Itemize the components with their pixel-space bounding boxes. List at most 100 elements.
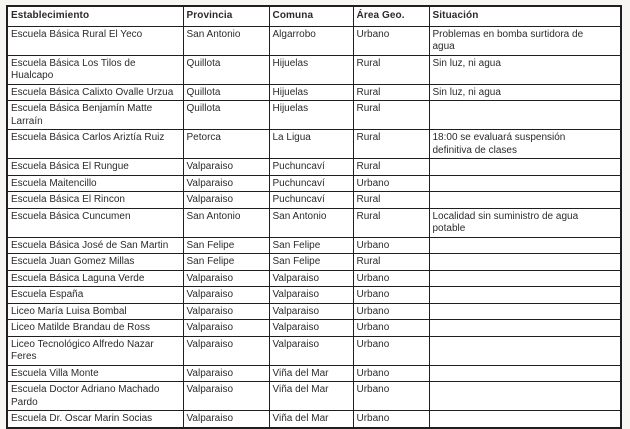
table-row: Escuela Básica Rural El Yeco San Antonio A… <box>6 25 622 56</box>
table-row: Escuela Básica Laguna Verde Valparaiso Val… <box>6 269 622 287</box>
cell-provincia: San Antonio <box>182 207 270 238</box>
cell-situacion <box>428 286 622 304</box>
cell-establecimiento: Escuela Básica El Rungue <box>6 158 184 176</box>
cell-comuna: San Antonio <box>268 207 354 238</box>
cell-situacion: Problemas en bomba surtidora de agua <box>428 25 622 56</box>
cell-comuna: Valparaiso <box>268 335 354 366</box>
cell-provincia: Valparaiso <box>182 319 270 337</box>
column-header-provincia: Provincia <box>182 5 270 27</box>
cell-establecimiento: Liceo María Luisa Bombal <box>6 302 184 320</box>
cell-comuna: Algarrobo <box>268 25 354 56</box>
cell-provincia: Valparaiso <box>182 381 270 411</box>
cell-situacion <box>428 191 622 209</box>
table-row: Escuela España Valparaiso Valparaiso Urbano <box>6 286 622 304</box>
column-header-area-geo: Área Geo. <box>352 5 430 27</box>
cell-situacion: Localidad sin suministro de agua potable <box>428 207 622 238</box>
cell-area-geo: Rural <box>352 100 430 130</box>
table-body: Escuela Básica Rural El Yeco San Antonio A… <box>6 25 622 428</box>
table-row: Escuela Villa Monte Valparaiso Viña del Ma… <box>6 364 622 382</box>
cell-situacion: Sin luz, ni agua <box>428 83 622 101</box>
table-row: Escuela Doctor Adriano Machado Pardo Valp… <box>6 381 622 411</box>
cell-establecimiento: Liceo Tecnológico Alfredo Nazar Feres <box>6 335 184 366</box>
table-row: Escuela Básica Cuncumen San Antonio San An… <box>6 207 622 238</box>
cell-establecimiento: Escuela Juan Gomez Millas <box>6 253 184 271</box>
cell-area-geo: Rural <box>352 83 430 101</box>
cell-establecimiento: Escuela Básica Laguna Verde <box>6 269 184 287</box>
cell-area-geo: Urbano <box>352 381 430 411</box>
table-row: Escuela Básica Calixto Ovalle Urzua Quill… <box>6 83 622 101</box>
cell-provincia: Valparaiso <box>182 302 270 320</box>
table-row: Liceo María Luisa Bombal Valparaiso Valpar… <box>6 302 622 320</box>
cell-provincia: Valparaiso <box>182 191 270 209</box>
cell-situacion <box>428 236 622 254</box>
cell-comuna: San Felipe <box>268 236 354 254</box>
cell-area-geo: Urbano <box>352 236 430 254</box>
cell-establecimiento: Escuela Básica José de San Martin <box>6 236 184 254</box>
cell-provincia: Valparaiso <box>182 174 270 192</box>
cell-comuna: Valparaiso <box>268 269 354 287</box>
cell-situacion <box>428 158 622 176</box>
cell-area-geo: Urbano <box>352 25 430 56</box>
cell-comuna: Valparaiso <box>268 286 354 304</box>
cell-provincia: Valparaiso <box>182 410 270 428</box>
cell-situacion <box>428 174 622 192</box>
cell-situacion <box>428 302 622 320</box>
cell-establecimiento: Escuela Básica Carlos Ariztía Ruiz <box>6 129 184 159</box>
cell-area-geo: Urbano <box>352 410 430 428</box>
table-row: Escuela Básica El Rincon Valparaiso Puchun… <box>6 191 622 209</box>
cell-provincia: San Antonio <box>182 25 270 56</box>
cell-establecimiento: Escuela Villa Monte <box>6 364 184 382</box>
cell-establecimiento: Escuela Básica Los Tilos de Hualcapo <box>6 54 184 85</box>
cell-situacion: Sin luz, ni agua <box>428 54 622 85</box>
cell-establecimiento: Escuela Básica Cuncumen <box>6 207 184 238</box>
cell-situacion <box>428 319 622 337</box>
cell-establecimiento: Escuela Básica Rural El Yeco <box>6 25 184 56</box>
table-row: Escuela Dr. Oscar Marin Socias Valparaiso… <box>6 410 622 428</box>
cell-situacion: 18:00 se evaluará suspensión definitiva … <box>428 129 622 159</box>
cell-provincia: Quillota <box>182 100 270 130</box>
cell-area-geo: Rural <box>352 129 430 159</box>
cell-comuna: Hijuelas <box>268 100 354 130</box>
cell-provincia: Petorca <box>182 129 270 159</box>
cell-area-geo: Urbano <box>352 302 430 320</box>
table-row: Escuela Básica Benjamín Matte Larraín Qui… <box>6 100 622 130</box>
table-row: Liceo Matilde Brandau de Ross Valparaiso V… <box>6 319 622 337</box>
cell-comuna: Hijuelas <box>268 54 354 85</box>
cell-comuna: San Felipe <box>268 253 354 271</box>
cell-establecimiento: Liceo Matilde Brandau de Ross <box>6 319 184 337</box>
cell-comuna: Valparaiso <box>268 302 354 320</box>
cell-provincia: Valparaiso <box>182 269 270 287</box>
schools-status-table: Establecimiento Provincia Comuna Área Geo. S… <box>6 5 622 429</box>
cell-establecimiento: Escuela España <box>6 286 184 304</box>
header-row: Establecimiento Provincia Comuna Área Geo. S… <box>6 5 622 27</box>
table-row: Escuela Básica José de San Martin San Fel… <box>6 236 622 254</box>
column-header-establecimiento: Establecimiento <box>6 5 184 27</box>
cell-comuna: La Ligua <box>268 129 354 159</box>
cell-establecimiento: Escuela Básica Calixto Ovalle Urzua <box>6 83 184 101</box>
cell-establecimiento: Escuela Dr. Oscar Marin Socias <box>6 410 184 428</box>
cell-comuna: Puchuncaví <box>268 174 354 192</box>
cell-situacion <box>428 335 622 366</box>
cell-area-geo: Urbano <box>352 269 430 287</box>
cell-comuna: Viña del Mar <box>268 381 354 411</box>
cell-comuna: Hijuelas <box>268 83 354 101</box>
cell-situacion <box>428 381 622 411</box>
cell-provincia: Valparaiso <box>182 158 270 176</box>
cell-comuna: Viña del Mar <box>268 410 354 428</box>
table-row: Escuela Básica Carlos Ariztía Ruiz Petorc… <box>6 129 622 159</box>
cell-area-geo: Urbano <box>352 335 430 366</box>
cell-area-geo: Urbano <box>352 174 430 192</box>
cell-provincia: Quillota <box>182 54 270 85</box>
cell-area-geo: Urbano <box>352 319 430 337</box>
table-row: Escuela Juan Gomez Millas San Felipe San F… <box>6 253 622 271</box>
cell-situacion <box>428 100 622 130</box>
cell-provincia: San Felipe <box>182 253 270 271</box>
cell-establecimiento: Escuela Básica El Rincon <box>6 191 184 209</box>
table-row: Liceo Tecnológico Alfredo Nazar Feres Val… <box>6 335 622 366</box>
table-header: Establecimiento Provincia Comuna Área Geo. S… <box>6 5 622 27</box>
cell-area-geo: Rural <box>352 158 430 176</box>
cell-situacion <box>428 364 622 382</box>
cell-situacion <box>428 269 622 287</box>
cell-provincia: Quillota <box>182 83 270 101</box>
